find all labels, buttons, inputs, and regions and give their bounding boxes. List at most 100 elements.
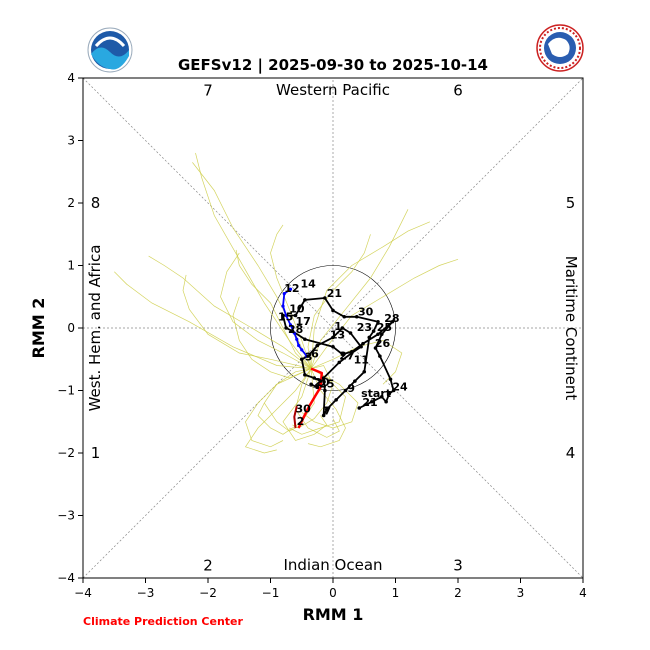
- x-tick-label-4: −1: [262, 586, 280, 600]
- observed-point-36: [323, 388, 327, 393]
- point-label-23: start: [361, 387, 391, 400]
- phase-label-7: 7: [203, 82, 213, 100]
- point-label-15: 27: [339, 349, 354, 362]
- observed-point-9: [373, 346, 378, 350]
- observed-point-51: [309, 382, 313, 387]
- ensemble-member-line-20: [295, 368, 340, 438]
- observed-point-17: [303, 337, 307, 342]
- point-label-12: 28: [384, 312, 399, 325]
- point-label-24: 21: [362, 396, 377, 409]
- observed-point-18: [290, 329, 295, 333]
- recent-point-2: [282, 292, 286, 296]
- ensemble-member-line-17: [301, 368, 359, 429]
- recent-point-5: [288, 323, 293, 327]
- observed-point-48: [312, 376, 317, 380]
- phase-label-5: 5: [566, 194, 576, 212]
- region-right-label: Maritime Continent: [562, 256, 580, 401]
- credit-label: Climate Prediction Center: [83, 615, 243, 628]
- ensemble-member-line-4: [310, 221, 431, 369]
- observed-point-6: [391, 388, 396, 393]
- phase-label-2: 2: [203, 557, 213, 575]
- forecast-mean-line: [297, 367, 324, 429]
- y-tick-label-3: −2: [57, 446, 75, 460]
- y-tick-label-5: 0: [67, 321, 75, 335]
- point-label-27: 2: [297, 415, 305, 428]
- observed-point-26: [354, 314, 359, 319]
- point-label-26: 7: [324, 404, 332, 417]
- observed-point-49: [318, 379, 323, 383]
- point-label-2: 14: [301, 277, 317, 290]
- observed-point-28: [371, 329, 376, 333]
- ensemble-member-line-18: [232, 296, 312, 379]
- recent-point-4: [284, 313, 288, 318]
- observed-point-5: [387, 391, 392, 396]
- observed-point-45: [306, 354, 310, 358]
- observed-point-3: [379, 394, 384, 399]
- recent-point-8: [297, 343, 301, 348]
- observed-point-12: [376, 332, 380, 337]
- observed-point-43: [331, 335, 335, 340]
- point-label-1: 12: [284, 282, 299, 295]
- recent-point-9: [300, 348, 304, 352]
- x-tick-label-1: −4: [74, 586, 92, 600]
- y-axis: −4 −3 −2 −1 0 1 2 3 4: [57, 71, 83, 585]
- x-tick-label-5: 0: [329, 586, 337, 600]
- observed-point-1: [357, 406, 362, 410]
- observed-point-50: [315, 385, 320, 390]
- ensemble-member-line-15: [220, 252, 312, 369]
- observed-point-42: [340, 326, 345, 330]
- ensemble-member-line-13: [270, 224, 312, 369]
- ensemble-member-line-7: [244, 368, 312, 454]
- point-label-22: 24: [392, 381, 408, 394]
- observed-point-8: [378, 354, 382, 358]
- x-tick-label-3: −2: [199, 586, 217, 600]
- ensemble-member-line-10: [289, 368, 346, 435]
- point-label-6: 17: [296, 315, 311, 328]
- phase-label-6: 6: [453, 82, 463, 100]
- observed-point-46: [299, 357, 304, 362]
- point-label-19: 20: [314, 376, 330, 389]
- observed-point-33: [334, 398, 338, 402]
- point-label-17: 6: [311, 347, 319, 360]
- observed-point-34: [324, 407, 329, 412]
- phase-label-3: 3: [453, 557, 463, 575]
- x-axis: −4 −3 −2 −1 0 1 2 3 4: [74, 578, 587, 600]
- observed-point-27: [376, 319, 380, 324]
- x-tick-label-2: −3: [137, 586, 155, 600]
- observed-point-40: [359, 344, 363, 349]
- phase-label-1: 1: [91, 444, 101, 462]
- point-label-18: 3: [305, 351, 313, 364]
- x-axis-label: RMM 1: [303, 605, 364, 624]
- y-tick-label-1: −4: [57, 571, 75, 585]
- observed-point-32: [343, 388, 348, 393]
- observed-point-13: [361, 341, 365, 346]
- observed-point-10: [379, 332, 384, 337]
- observed-point-15: [340, 352, 345, 357]
- recent-point-3: [281, 304, 285, 308]
- y-tick-label-2: −3: [57, 509, 75, 523]
- observed-point-39: [349, 351, 354, 355]
- point-label-25: 30: [296, 402, 312, 415]
- point-label-13: 25: [377, 321, 392, 334]
- observed-point-21: [293, 313, 298, 318]
- noaa-logo: [87, 27, 133, 73]
- ensemble-member-line-19: [310, 209, 409, 369]
- point-label-5: 15: [278, 311, 293, 324]
- recent-track-line: [282, 288, 308, 357]
- observed-point-19: [284, 326, 288, 330]
- phase-labels: 7 68 51 42 3: [91, 82, 576, 575]
- observed-point-35: [321, 413, 326, 418]
- point-label-14: 26: [375, 337, 391, 350]
- phase-label-8: 8: [91, 194, 101, 212]
- observed-point-37: [321, 376, 326, 380]
- forecast-mean-tail-line: [293, 405, 298, 429]
- y-tick-label-6: 1: [67, 259, 75, 273]
- observed-point-24: [331, 308, 335, 313]
- ensemble-member-line-14: [310, 340, 403, 385]
- nws-logo: [536, 24, 584, 72]
- ensemble-member-line-24: [235, 249, 312, 369]
- point-label-8: 13: [330, 329, 345, 342]
- observed-point-25: [342, 314, 347, 319]
